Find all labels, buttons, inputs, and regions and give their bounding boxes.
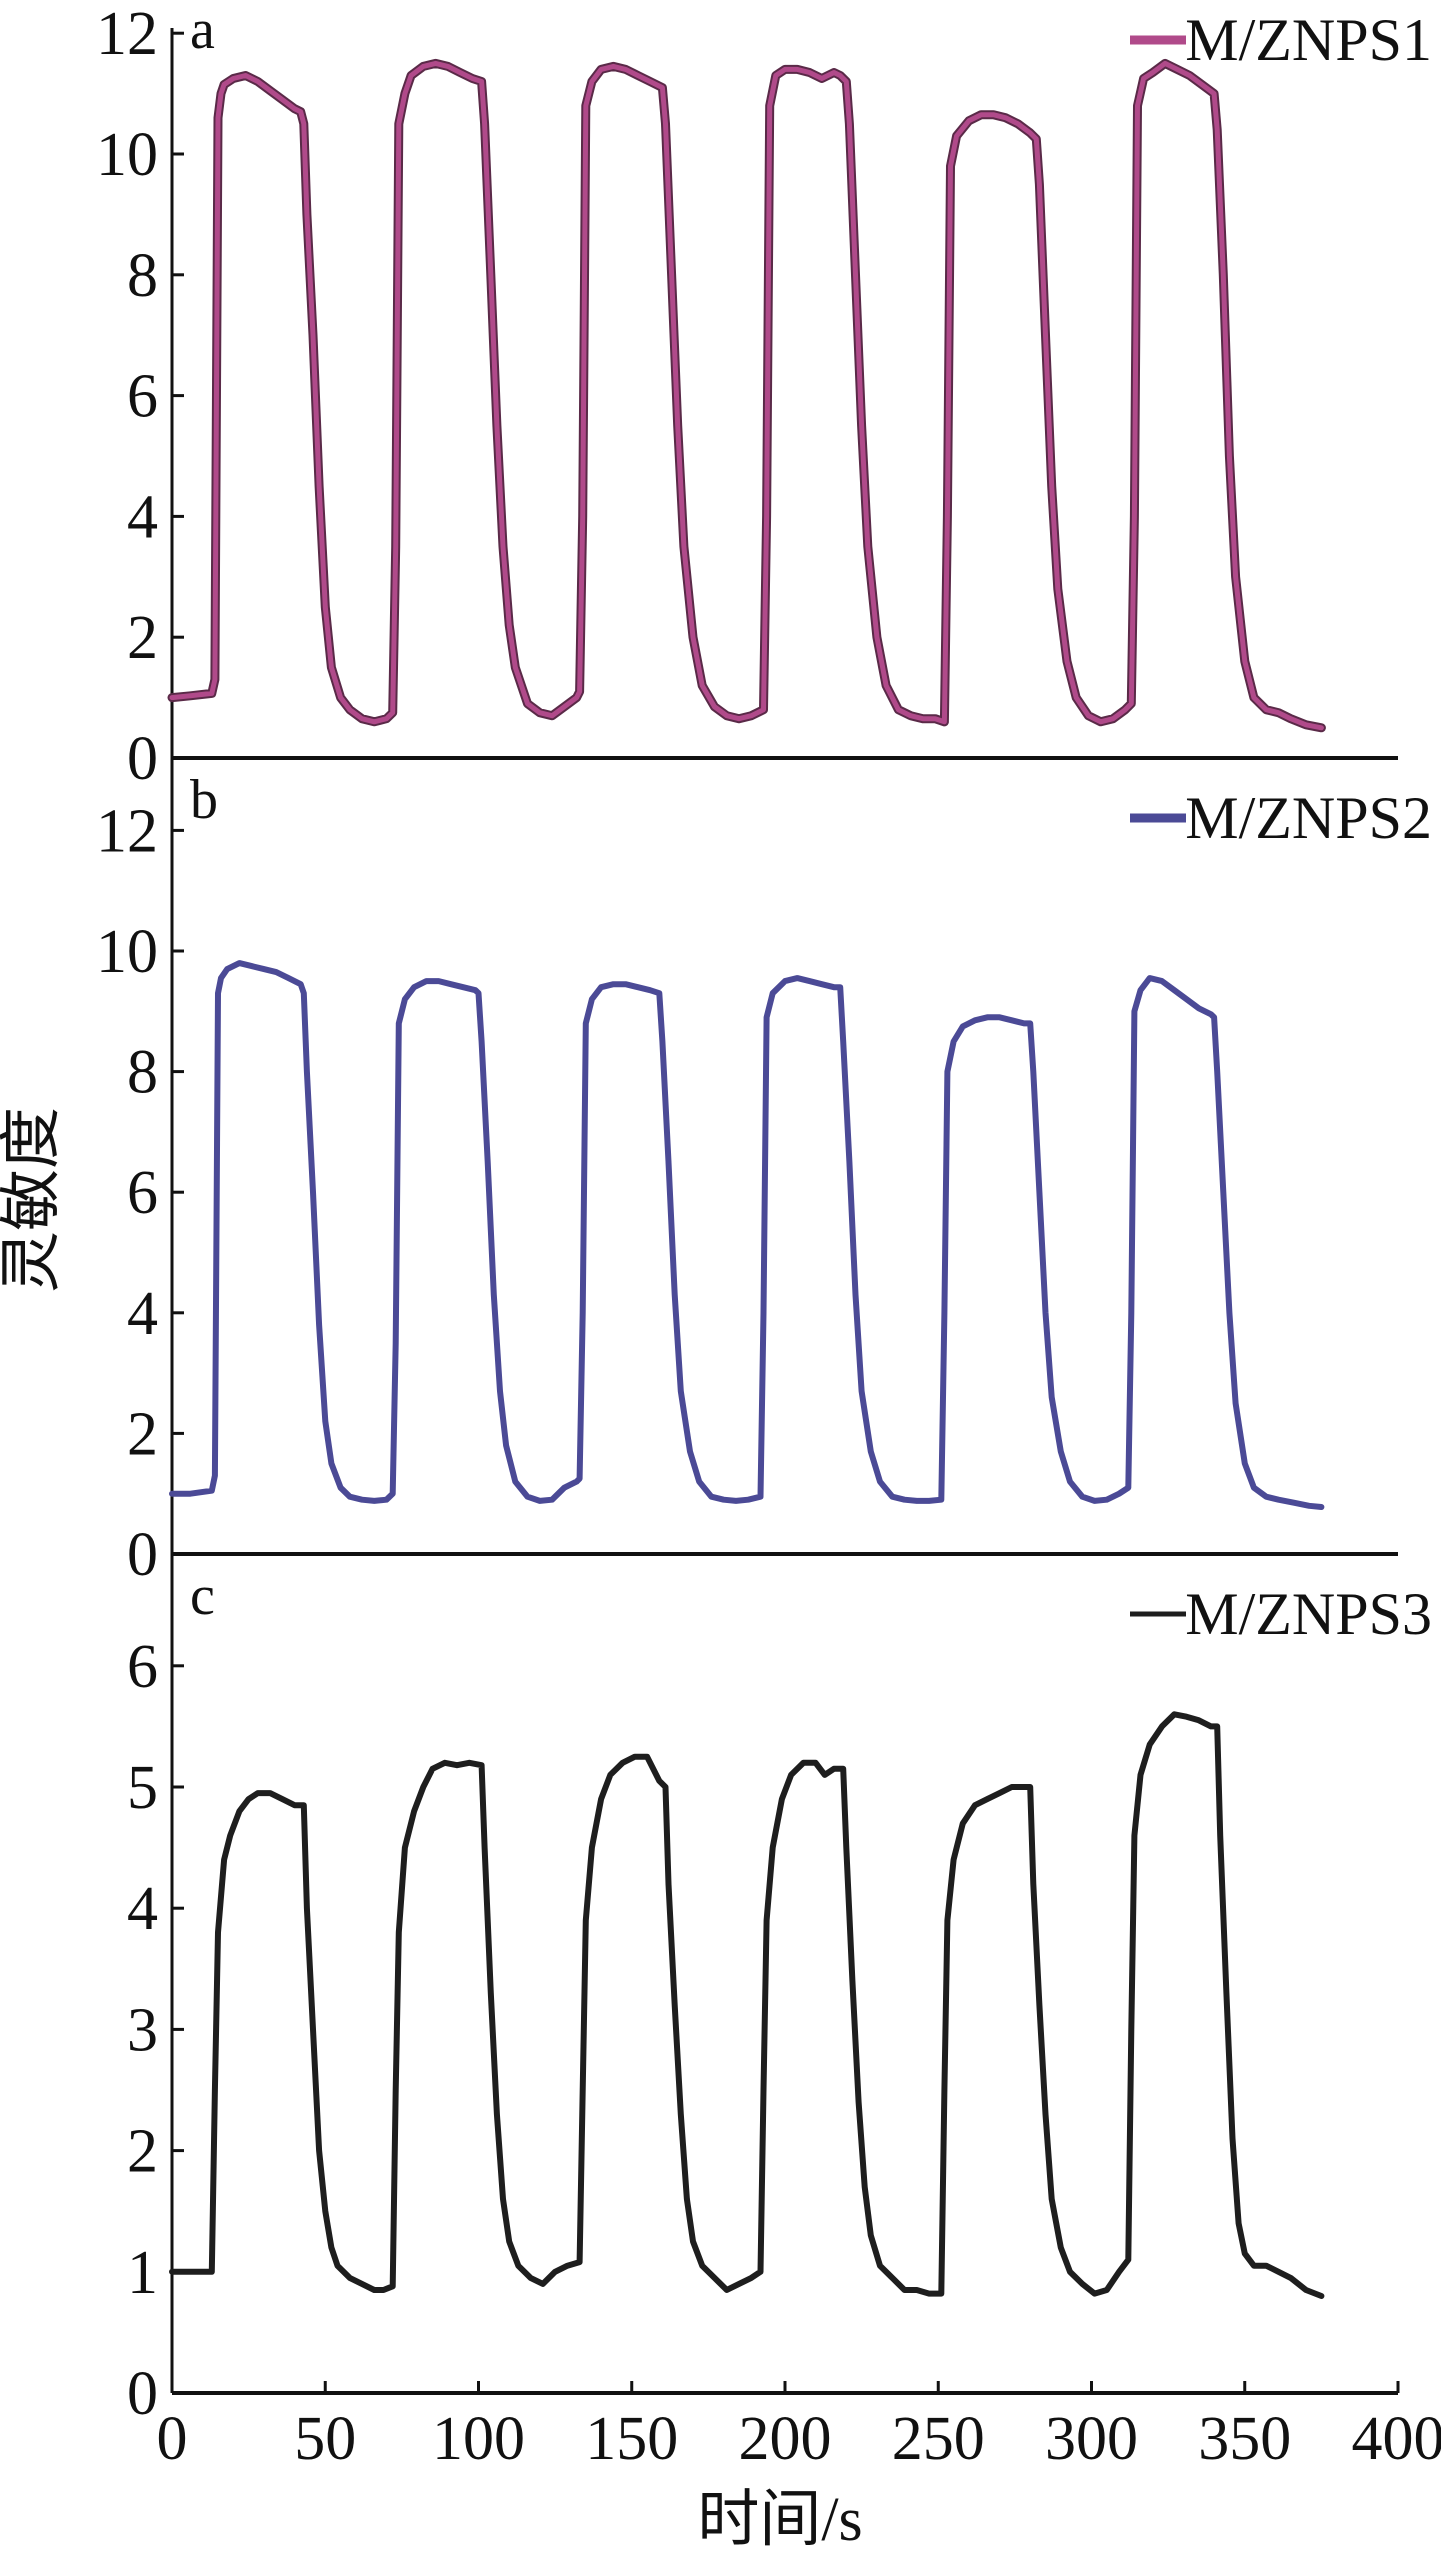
x-axis-title: 时间/s xyxy=(697,2486,862,2551)
series-line xyxy=(169,60,1324,731)
y-tick-label: 4 xyxy=(127,483,158,551)
panel-c: 0 1 2 3 4 5 6c M/ZNPS3 xyxy=(127,1554,1432,2428)
y-tick-label: 10 xyxy=(96,918,158,986)
y-axis-title: 灵敏度 xyxy=(0,1107,66,1293)
panel-letter: a xyxy=(190,0,215,61)
x-tick-label: 400 xyxy=(1352,2405,1441,2473)
y-tick-label: 2 xyxy=(127,2118,158,2186)
x-tick-label: 0 xyxy=(157,2405,188,2473)
x-axis-ticks: 0 50 100 150 200 250 300 350 400 xyxy=(157,2381,1441,2473)
legend-label: M/ZNPS1 xyxy=(1185,7,1432,73)
panel-b: 0 2 4 6 8 10 12 b M/ZNPS2 xyxy=(96,758,1432,1589)
y-tick-label: 0 xyxy=(127,1521,158,1589)
y-tick-label: 8 xyxy=(127,242,158,310)
x-tick-label: 300 xyxy=(1045,2405,1138,2473)
x-tick-label: 200 xyxy=(739,2405,832,2473)
y-tick-label: 10 xyxy=(96,121,158,189)
y-tick-label: 4 xyxy=(127,1280,158,1348)
y-tick-label: 5 xyxy=(127,1754,158,1822)
y-tick-label: 12 xyxy=(96,797,158,865)
legend-label: M/ZNPS2 xyxy=(1185,785,1432,851)
x-tick-label: 350 xyxy=(1198,2405,1291,2473)
y-tick-label: 3 xyxy=(127,1996,158,2064)
y-tick-label: 1 xyxy=(127,2239,158,2307)
y-tick-label: 6 xyxy=(127,1633,158,1701)
x-tick-label: 150 xyxy=(585,2405,678,2473)
y-tick-label: 2 xyxy=(127,1400,158,1468)
x-tick-label: 50 xyxy=(294,2405,356,2473)
panel-letter: c xyxy=(190,1565,215,1627)
y-tick-label: 6 xyxy=(127,363,158,431)
y-tick-label: 4 xyxy=(127,1875,158,1943)
legend-label: M/ZNPS3 xyxy=(1185,1581,1432,1647)
y-tick-label: 0 xyxy=(127,2360,158,2428)
series-line xyxy=(169,1711,1325,2299)
y-tick-label: 6 xyxy=(127,1159,158,1227)
x-tick-label: 100 xyxy=(432,2405,525,2473)
y-tick-label: 8 xyxy=(127,1039,158,1107)
y-tick-label: 12 xyxy=(96,0,158,68)
series-line-outline xyxy=(167,58,1326,733)
panel-letter: b xyxy=(190,769,218,831)
y-tick-label: 0 xyxy=(127,725,158,793)
x-tick-label: 250 xyxy=(892,2405,985,2473)
panel-a: 0 2 4 6 8 10 12 a M/ZNPS1 xyxy=(96,0,1432,793)
y-tick-label: 2 xyxy=(127,604,158,672)
series-line xyxy=(169,960,1325,1510)
